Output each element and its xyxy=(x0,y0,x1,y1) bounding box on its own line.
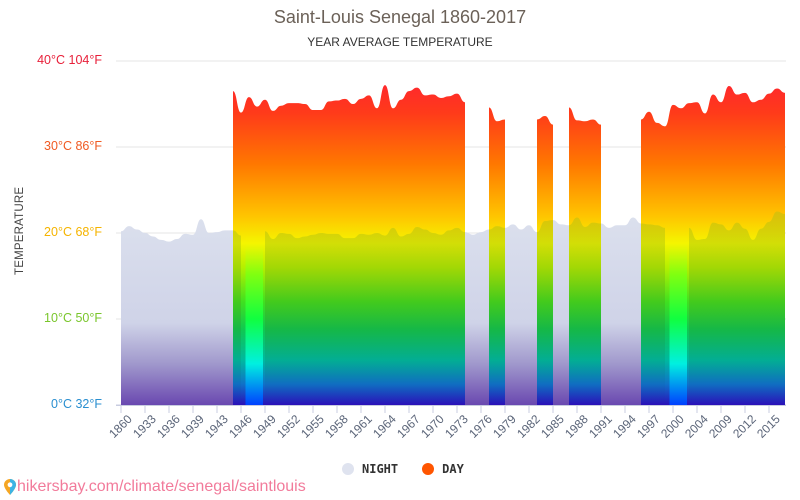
source-link[interactable]: hikersbay.com/climate/senegal/saintlouis xyxy=(4,478,306,496)
chart-subtitle: YEAR AVERAGE TEMPERATURE xyxy=(307,35,493,49)
night-dot-icon xyxy=(342,463,354,475)
y-axis-title: TEMPERATURE xyxy=(14,186,26,275)
x-axis-ticks xyxy=(116,405,786,413)
y-axis-label: 20°C 68°F xyxy=(44,225,102,239)
source-url: hikersbay.com/climate/senegal/saintlouis xyxy=(17,478,306,495)
y-axis-label: 30°C 86°F xyxy=(44,139,102,153)
chart-title: Saint-Louis Senegal 1860-2017 xyxy=(273,7,527,27)
y-axis-label: 40°C 104°F xyxy=(37,53,102,67)
y-axis-label: 10°C 50°F xyxy=(44,311,102,325)
legend: NIGHT DAY xyxy=(342,462,488,476)
legend-item-night[interactable]: NIGHT xyxy=(342,462,398,476)
map-pin-icon xyxy=(4,479,16,495)
legend-item-day[interactable]: DAY xyxy=(422,462,464,476)
day-dot-icon xyxy=(422,463,435,475)
legend-label-night: NIGHT xyxy=(362,462,399,476)
night-over-day-area xyxy=(233,211,785,405)
y-axis-label: 0°C 32°F xyxy=(51,397,102,411)
legend-label-day: DAY xyxy=(442,462,464,476)
